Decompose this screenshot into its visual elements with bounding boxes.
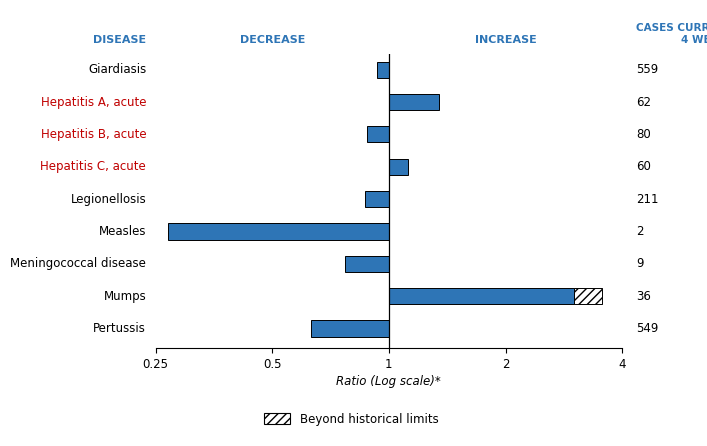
Text: CASES CURRENT
4 WEEKS: CASES CURRENT 4 WEEKS — [636, 23, 707, 45]
Bar — [389, 288, 574, 304]
Legend: Beyond historical limits: Beyond historical limits — [259, 408, 443, 430]
Text: DECREASE: DECREASE — [240, 35, 305, 45]
Text: 559: 559 — [636, 63, 658, 76]
Text: 36: 36 — [636, 289, 651, 303]
Text: 211: 211 — [636, 193, 659, 206]
Text: INCREASE: INCREASE — [474, 35, 537, 45]
Bar — [368, 126, 389, 142]
Bar — [366, 191, 389, 207]
Bar — [389, 159, 408, 175]
Bar — [389, 94, 439, 110]
Bar — [311, 320, 389, 337]
Bar — [345, 256, 389, 272]
Text: DISEASE: DISEASE — [93, 35, 146, 45]
Text: 549: 549 — [636, 322, 658, 335]
Text: Pertussis: Pertussis — [93, 322, 146, 335]
Text: Mumps: Mumps — [103, 289, 146, 303]
Text: Measles: Measles — [99, 225, 146, 238]
Text: Meningococcal disease: Meningococcal disease — [11, 257, 146, 270]
Text: Hepatitis B, acute: Hepatitis B, acute — [40, 128, 146, 141]
Text: Hepatitis A, acute: Hepatitis A, acute — [41, 95, 146, 108]
Text: 2: 2 — [636, 225, 643, 238]
Text: 80: 80 — [636, 128, 651, 141]
Text: 62: 62 — [636, 95, 651, 108]
Text: 9: 9 — [636, 257, 643, 270]
Text: Hepatitis C, acute: Hepatitis C, acute — [40, 160, 146, 173]
Bar — [168, 223, 389, 240]
Text: Legionellosis: Legionellosis — [71, 193, 146, 206]
X-axis label: Ratio (Log scale)*: Ratio (Log scale)* — [337, 375, 441, 388]
Bar — [377, 62, 389, 78]
Text: 60: 60 — [636, 160, 651, 173]
Text: Giardiasis: Giardiasis — [88, 63, 146, 76]
Bar — [574, 288, 602, 304]
